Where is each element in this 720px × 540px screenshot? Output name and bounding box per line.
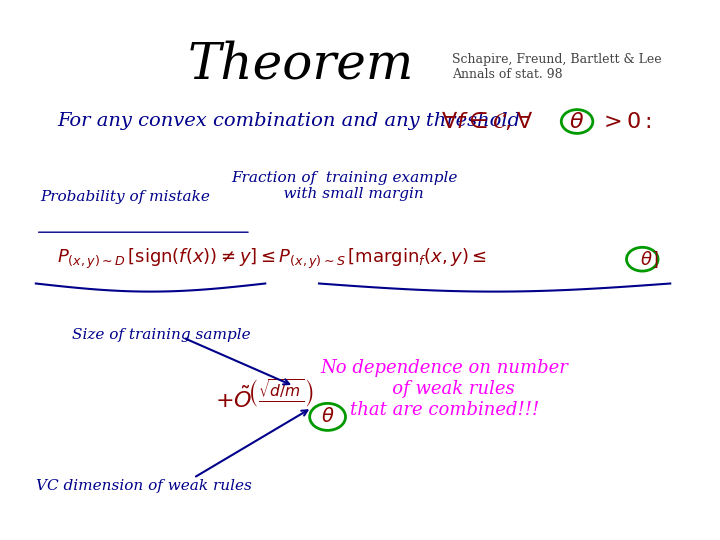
Text: No dependence on number
   of weak rules
that are combined!!!: No dependence on number of weak rules th… bbox=[320, 359, 568, 418]
Text: $> 0:$: $> 0:$ bbox=[598, 111, 651, 132]
Text: $\forall f \in \mathcal{C}, \forall$: $\forall f \in \mathcal{C}, \forall$ bbox=[441, 110, 533, 133]
Text: Theorem: Theorem bbox=[188, 40, 414, 90]
Text: $\theta$: $\theta$ bbox=[570, 111, 585, 132]
Text: $\theta$: $\theta$ bbox=[321, 407, 334, 427]
Text: For any convex combination and any threshold: For any convex combination and any thres… bbox=[58, 112, 521, 131]
Text: $+ \tilde{O}\!\left(\frac{\sqrt{d/m}}{\,\,\,\,\,\,\,\,\,\,}\right)$: $+ \tilde{O}\!\left(\frac{\sqrt{d/m}}{\,… bbox=[215, 381, 314, 413]
Text: Schapire, Freund, Bartlett & Lee
Annals of stat. 98: Schapire, Freund, Bartlett & Lee Annals … bbox=[451, 53, 661, 82]
Text: Size of training sample: Size of training sample bbox=[72, 328, 251, 342]
Text: Probability of mistake: Probability of mistake bbox=[40, 190, 210, 204]
Text: VC dimension of weak rules: VC dimension of weak rules bbox=[36, 479, 252, 493]
Text: Fraction of  training example
    with small margin: Fraction of training example with small … bbox=[231, 171, 457, 201]
Text: $\theta$]: $\theta$] bbox=[640, 249, 659, 269]
Text: $P_{(x,y)\sim D}\,[\mathrm{sign}(f(x))\neq y]\leq P_{(x,y)\sim S}\,[\mathrm{marg: $P_{(x,y)\sim D}\,[\mathrm{sign}(f(x))\n… bbox=[58, 247, 487, 271]
